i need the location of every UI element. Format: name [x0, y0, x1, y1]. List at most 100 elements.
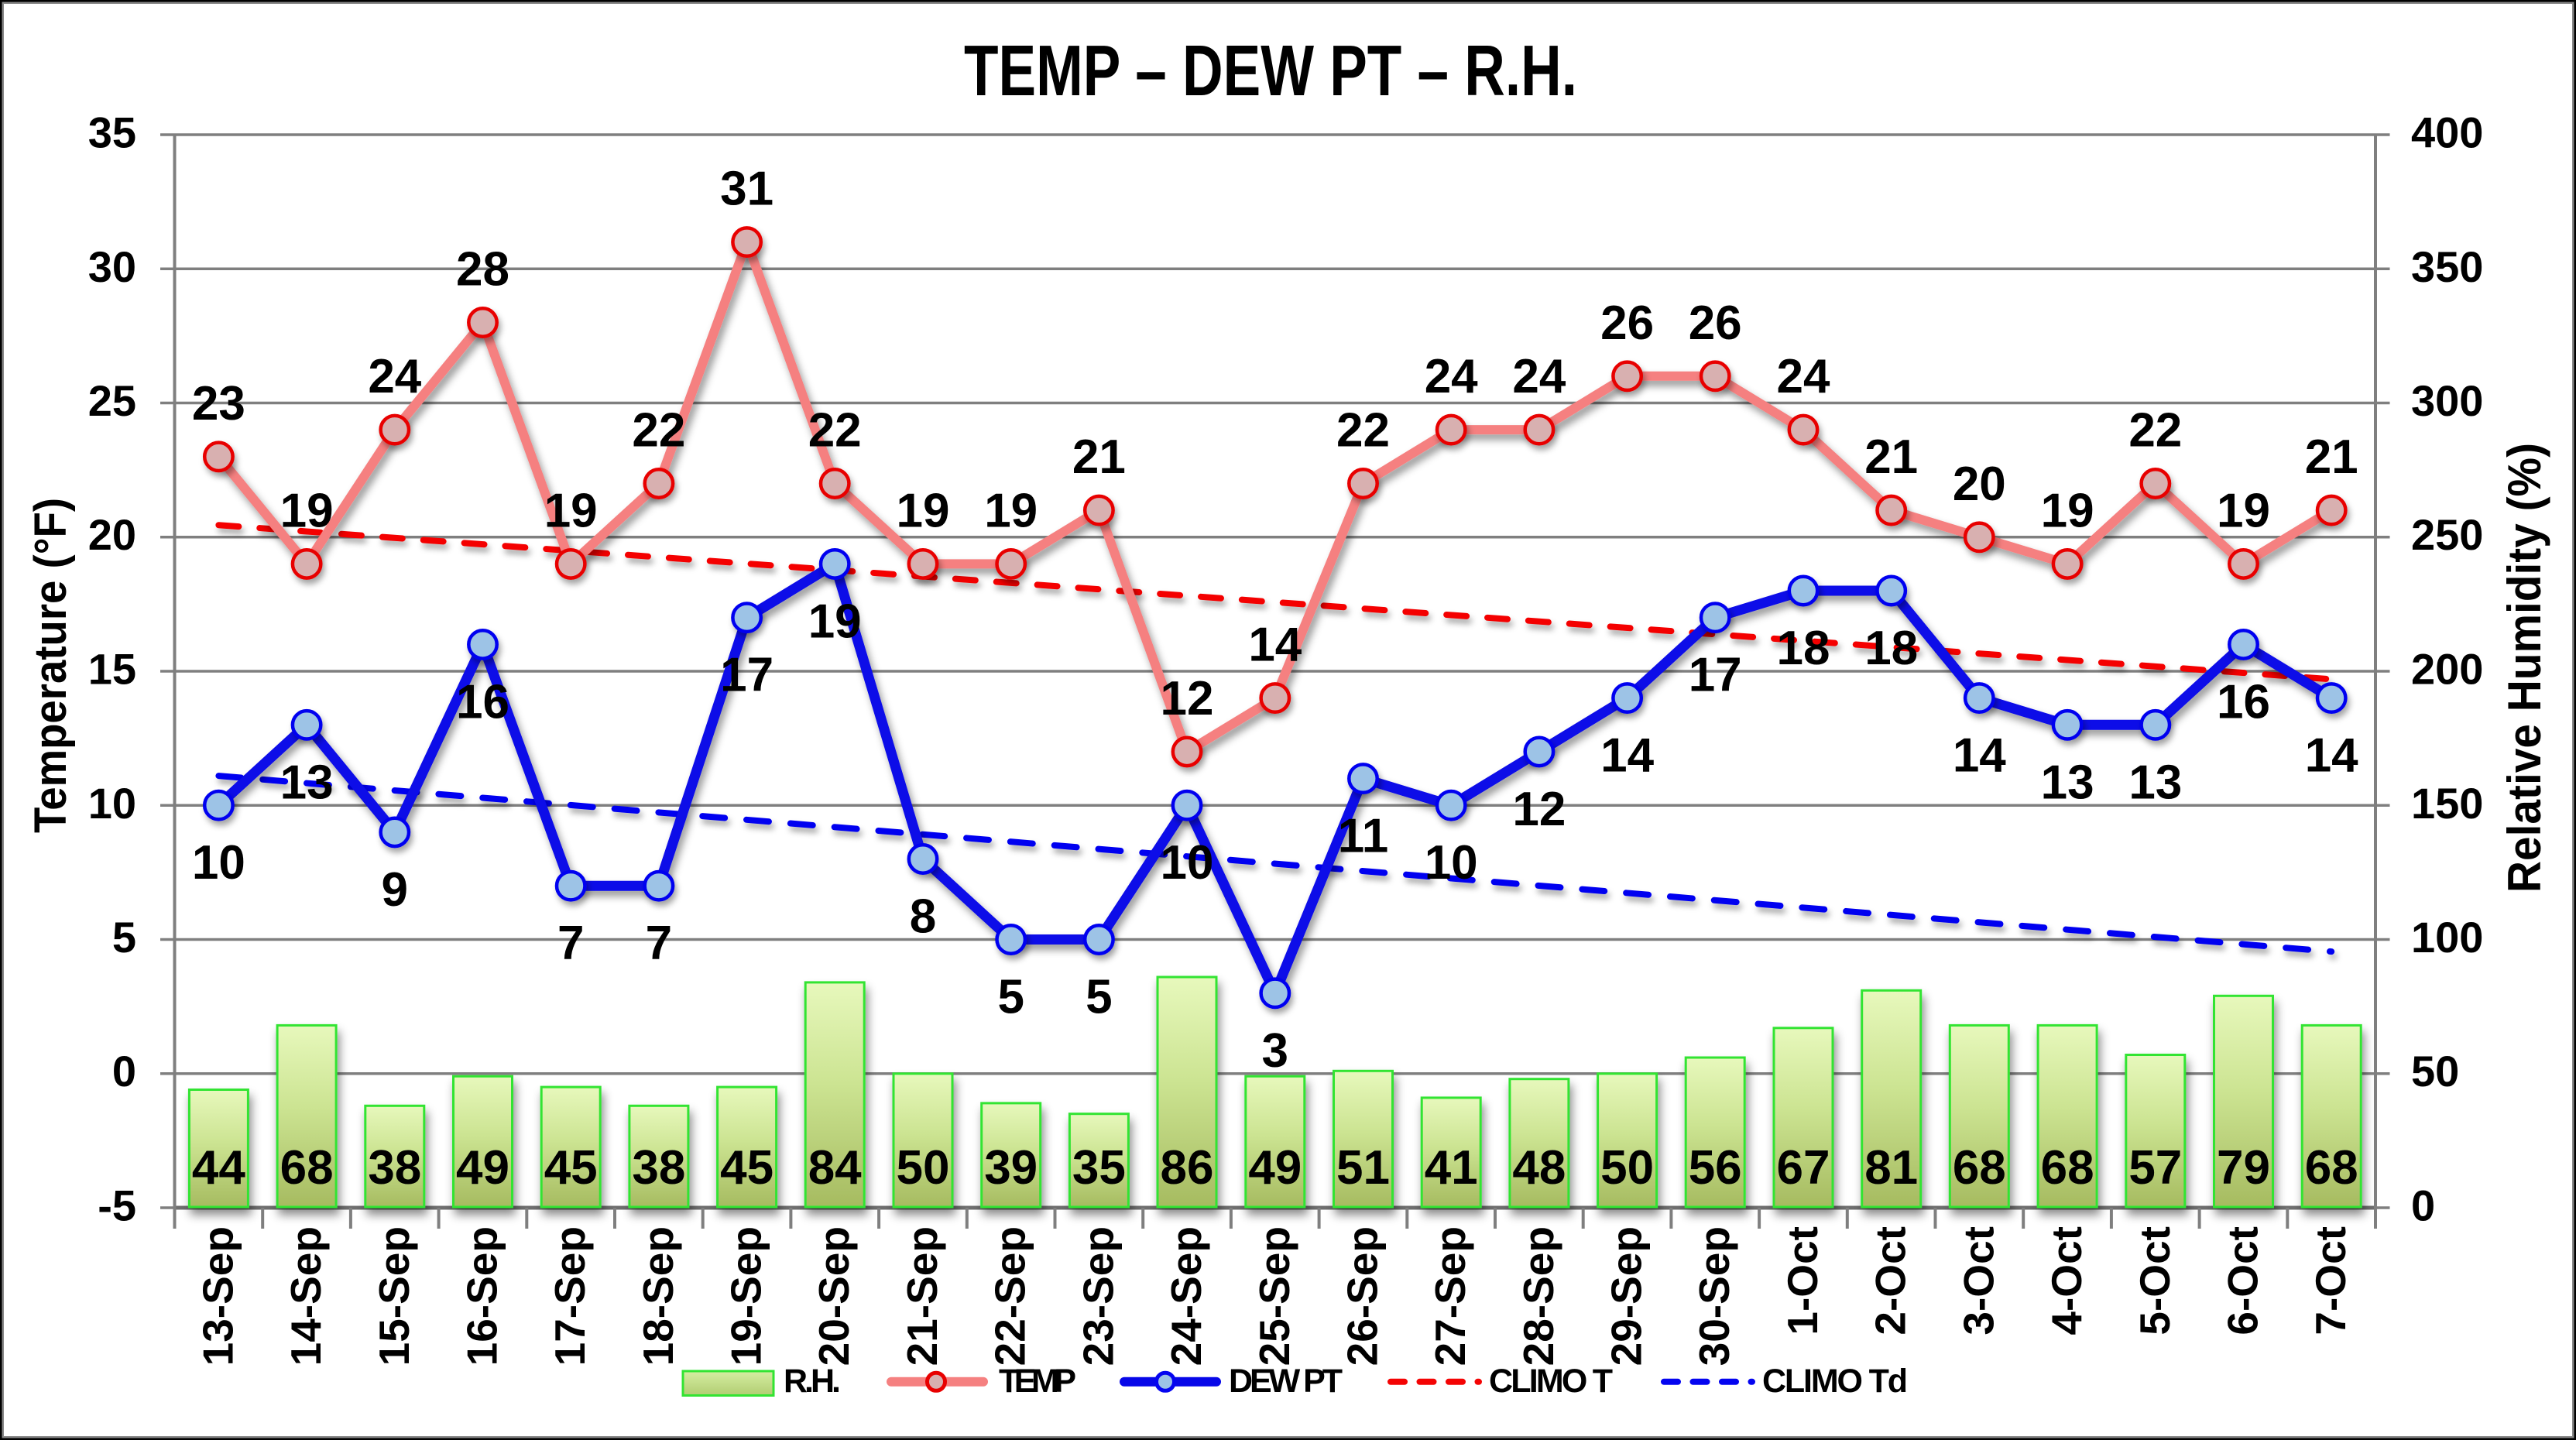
svg-text:10: 10	[1161, 836, 1214, 890]
svg-text:-5: -5	[98, 1181, 136, 1230]
svg-text:57: 57	[2128, 1141, 2182, 1195]
svg-text:44: 44	[192, 1141, 245, 1195]
svg-text:50: 50	[2411, 1047, 2459, 1095]
svg-text:25: 25	[88, 376, 136, 425]
svg-text:14: 14	[1953, 729, 2006, 783]
svg-text:24: 24	[1425, 350, 1478, 403]
svg-text:17: 17	[1689, 649, 1742, 702]
svg-text:3-Oct: 3-Oct	[1954, 1226, 2002, 1335]
svg-text:50: 50	[1600, 1141, 1654, 1195]
svg-text:29-Sep: 29-Sep	[1603, 1226, 1651, 1366]
svg-text:19: 19	[2041, 484, 2094, 537]
svg-text:100: 100	[2411, 913, 2483, 962]
svg-text:24: 24	[1512, 350, 1566, 403]
svg-text:68: 68	[280, 1141, 334, 1195]
svg-text:28-Sep: 28-Sep	[1514, 1226, 1562, 1366]
svg-text:49: 49	[1248, 1141, 1302, 1195]
svg-text:24: 24	[1777, 350, 1830, 403]
svg-text:10: 10	[88, 779, 136, 828]
svg-text:14: 14	[2305, 729, 2358, 783]
svg-text:48: 48	[1512, 1141, 1566, 1195]
svg-text:13: 13	[2128, 756, 2182, 809]
svg-text:15-Sep: 15-Sep	[370, 1226, 418, 1366]
svg-text:15: 15	[88, 645, 136, 694]
svg-text:18: 18	[1777, 622, 1830, 675]
svg-text:4-Oct: 4-Oct	[2043, 1226, 2091, 1335]
svg-text:38: 38	[632, 1141, 685, 1195]
svg-text:0: 0	[112, 1047, 136, 1095]
svg-text:35: 35	[88, 108, 136, 157]
svg-text:19: 19	[808, 595, 862, 648]
svg-text:68: 68	[1953, 1141, 2006, 1195]
svg-text:49: 49	[456, 1141, 509, 1195]
svg-text:12: 12	[1161, 672, 1214, 725]
svg-text:68: 68	[2305, 1141, 2358, 1195]
svg-text:3: 3	[1262, 1024, 1288, 1078]
svg-text:14: 14	[1600, 729, 1654, 783]
svg-text:300: 300	[2411, 376, 2483, 425]
svg-text:13: 13	[2041, 756, 2094, 809]
svg-text:23: 23	[192, 377, 245, 430]
svg-text:5: 5	[112, 913, 136, 962]
svg-text:16: 16	[456, 675, 509, 729]
svg-text:7-Oct: 7-Oct	[2307, 1226, 2355, 1335]
svg-text:5: 5	[997, 971, 1024, 1024]
svg-text:19: 19	[544, 484, 598, 537]
svg-text:21: 21	[1072, 430, 1126, 484]
svg-text:5: 5	[1086, 971, 1112, 1024]
svg-text:21: 21	[1864, 430, 1918, 484]
svg-text:26-Sep: 26-Sep	[1339, 1226, 1387, 1366]
svg-text:6-Oct: 6-Oct	[2219, 1226, 2267, 1335]
svg-text:26: 26	[1600, 297, 1654, 350]
svg-text:0: 0	[2411, 1181, 2435, 1230]
svg-text:10: 10	[192, 836, 245, 890]
svg-text:10: 10	[1425, 836, 1478, 890]
svg-text:200: 200	[2411, 645, 2483, 694]
svg-text:20: 20	[88, 510, 136, 559]
svg-text:7: 7	[646, 917, 672, 970]
svg-text:22: 22	[2128, 404, 2182, 458]
svg-text:9: 9	[382, 863, 408, 917]
svg-text:67: 67	[1777, 1141, 1830, 1195]
svg-text:2-Oct: 2-Oct	[1867, 1226, 1915, 1335]
svg-text:35: 35	[1072, 1141, 1126, 1195]
svg-text:14-Sep: 14-Sep	[282, 1226, 330, 1366]
svg-text:24: 24	[368, 350, 421, 403]
svg-text:50: 50	[897, 1141, 950, 1195]
svg-text:21: 21	[2305, 430, 2358, 484]
svg-text:19: 19	[280, 484, 334, 537]
svg-text:19: 19	[897, 484, 950, 537]
svg-text:5-Oct: 5-Oct	[2131, 1226, 2179, 1335]
svg-text:13-Sep: 13-Sep	[194, 1226, 242, 1366]
svg-text:28: 28	[456, 243, 509, 297]
svg-text:20-Sep: 20-Sep	[810, 1226, 858, 1366]
svg-text:24-Sep: 24-Sep	[1162, 1226, 1210, 1366]
svg-text:45: 45	[544, 1141, 598, 1195]
svg-text:CLIMO T: CLIMO T	[1489, 1363, 1613, 1400]
svg-text:13: 13	[280, 756, 334, 809]
svg-text:27-Sep: 27-Sep	[1426, 1226, 1474, 1366]
svg-text:39: 39	[984, 1141, 1038, 1195]
svg-text:17-Sep: 17-Sep	[546, 1226, 594, 1366]
svg-text:25-Sep: 25-Sep	[1250, 1226, 1298, 1366]
svg-text:250: 250	[2411, 510, 2483, 559]
svg-text:18-Sep: 18-Sep	[634, 1226, 682, 1366]
svg-text:TEMP: TEMP	[999, 1363, 1076, 1400]
svg-text:22: 22	[1336, 404, 1390, 458]
svg-text:20: 20	[1953, 458, 2006, 511]
svg-text:81: 81	[1864, 1141, 1918, 1195]
svg-text:22-Sep: 22-Sep	[986, 1226, 1034, 1366]
svg-text:26: 26	[1689, 297, 1742, 350]
svg-text:45: 45	[720, 1141, 773, 1195]
svg-text:Relative Humidity (%): Relative Humidity (%)	[2499, 443, 2550, 893]
svg-text:51: 51	[1336, 1141, 1390, 1195]
svg-text:38: 38	[368, 1141, 421, 1195]
svg-text:18: 18	[1864, 622, 1918, 675]
svg-text:350: 350	[2411, 242, 2483, 291]
svg-text:R.H.: R.H.	[784, 1363, 841, 1400]
svg-text:400: 400	[2411, 108, 2483, 157]
svg-text:Temperature (°F): Temperature (°F)	[26, 498, 76, 833]
svg-text:79: 79	[2217, 1141, 2270, 1195]
svg-text:16-Sep: 16-Sep	[458, 1226, 506, 1366]
svg-text:7: 7	[557, 917, 584, 970]
